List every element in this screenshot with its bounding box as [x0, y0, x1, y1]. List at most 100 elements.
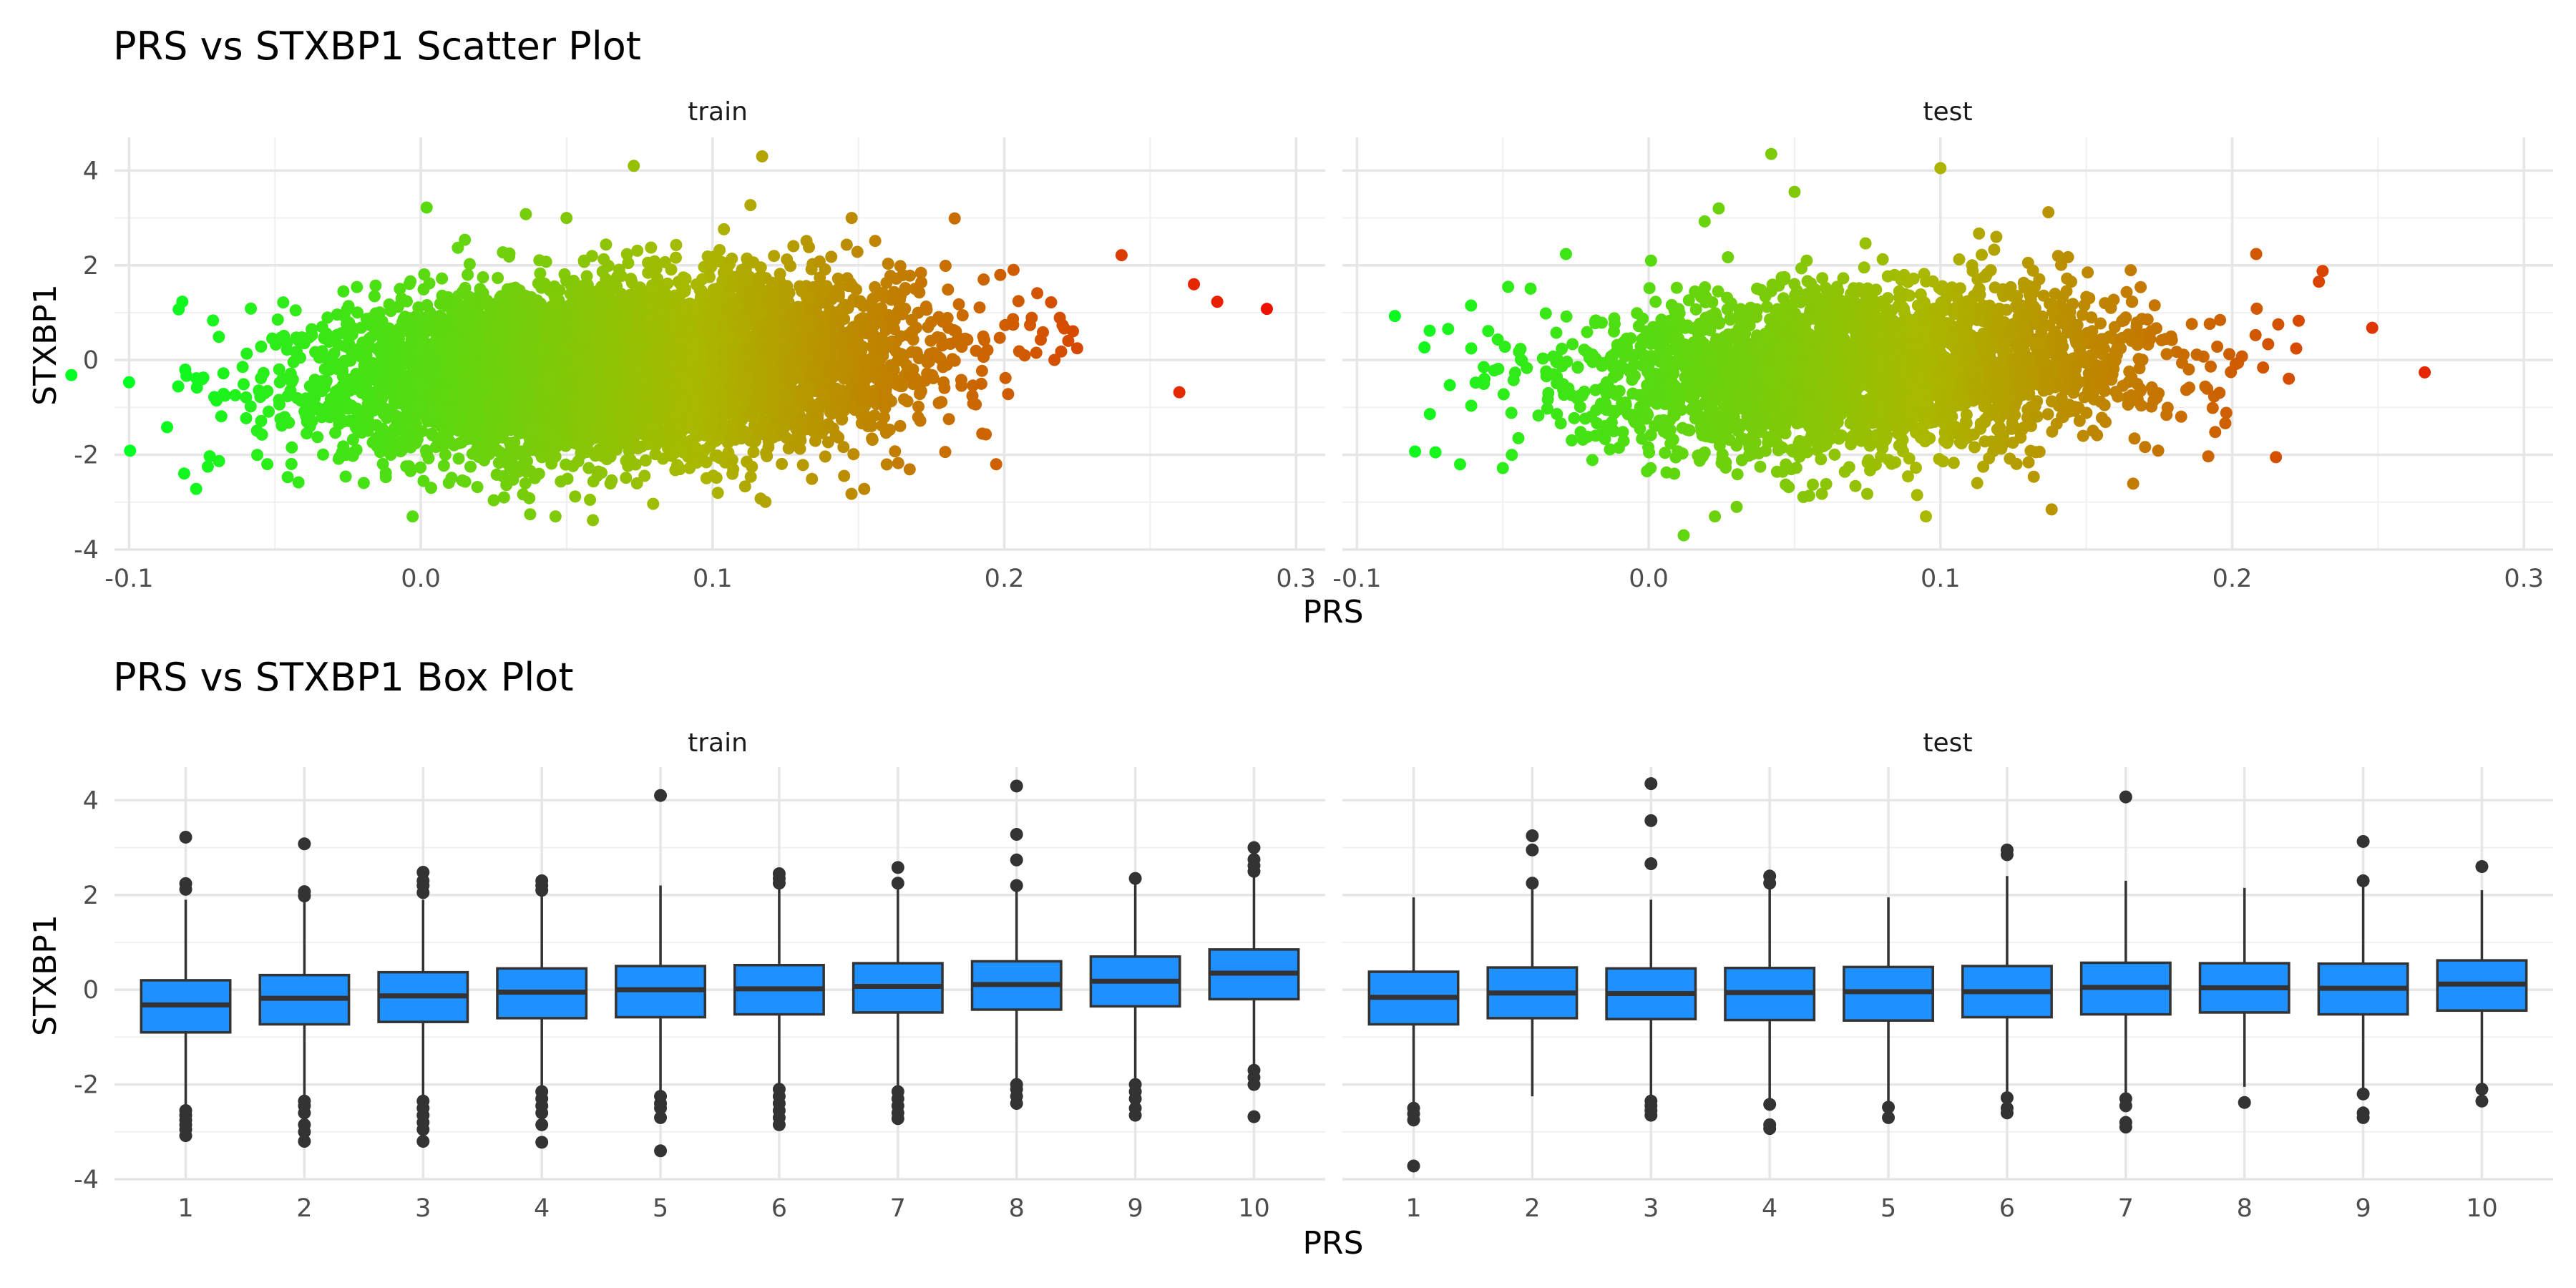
- scatter-point: [738, 480, 751, 493]
- scatter-point: [281, 471, 294, 484]
- scatter-point: [869, 235, 882, 248]
- scatter-point: [648, 255, 661, 268]
- scatter-strip-train: train: [688, 97, 748, 127]
- scatter-point: [670, 251, 682, 264]
- scatter-point: [747, 446, 760, 459]
- scatter-point: [620, 472, 633, 484]
- scatter-point: [409, 436, 422, 449]
- scatter-point: [796, 459, 809, 472]
- scatter-point: [1115, 249, 1128, 262]
- scatter-point: [261, 458, 274, 471]
- scatter-point: [445, 472, 458, 484]
- scatter-point: [65, 369, 78, 381]
- scatter-point: [213, 331, 225, 343]
- scatter-point: [534, 267, 547, 280]
- scatter-point: [903, 463, 916, 476]
- scatter-point: [532, 467, 545, 480]
- scatter-point: [437, 459, 450, 472]
- scatter-point: [406, 510, 419, 523]
- scatter-chart-title: PRS vs STXBP1 Scatter Plot: [113, 24, 641, 69]
- scatter-point: [1030, 346, 1043, 359]
- scatter-point: [671, 459, 684, 472]
- scatter-point: [851, 245, 864, 258]
- scatter-point: [914, 266, 927, 279]
- scatter-point: [197, 371, 210, 384]
- scatter-point: [305, 391, 318, 404]
- scatter-point: [718, 223, 731, 235]
- scatter-point: [292, 333, 305, 346]
- scatter-point: [379, 467, 392, 479]
- scatter-point: [819, 450, 831, 463]
- scatter-point: [203, 450, 216, 463]
- scatter-point: [882, 258, 894, 270]
- scatter-point: [705, 260, 718, 273]
- scatter-point: [339, 470, 352, 483]
- scatter-point: [540, 255, 552, 268]
- scatter-point: [970, 398, 982, 411]
- scatter-point: [492, 272, 504, 284]
- scatter-point: [776, 457, 789, 470]
- scatter-point: [180, 369, 193, 382]
- scatter-point: [463, 258, 476, 270]
- scatter-point: [346, 433, 359, 446]
- scatter-point: [803, 240, 815, 253]
- scatter-point: [369, 279, 382, 292]
- scatter-point: [240, 391, 253, 404]
- scatter-point: [1012, 295, 1025, 308]
- scatter-point: [939, 446, 952, 459]
- scatter-point: [273, 363, 286, 376]
- scatter-point: [934, 352, 947, 365]
- scatter-point: [292, 476, 305, 489]
- scatter-point: [1002, 388, 1015, 401]
- scatter-point: [275, 419, 288, 432]
- scatter-point: [285, 458, 298, 470]
- scatter-point: [560, 274, 572, 287]
- scatter-point: [866, 432, 879, 445]
- scatter-point: [344, 354, 357, 367]
- scatter-point: [255, 428, 268, 441]
- scatter-point: [255, 340, 268, 353]
- scatter-point: [217, 367, 230, 380]
- scatter-point: [926, 369, 939, 381]
- scatter-point: [569, 490, 582, 503]
- scatter-point: [286, 441, 298, 454]
- scatter-point: [322, 399, 335, 412]
- scatter-point: [368, 290, 381, 303]
- scatter-point: [774, 268, 786, 280]
- scatter-point: [821, 296, 834, 308]
- scatter-point: [1013, 345, 1025, 358]
- scatter-point: [251, 449, 263, 462]
- scatter-point: [244, 400, 257, 413]
- scatter-point: [913, 286, 926, 299]
- scatter-point: [651, 273, 664, 285]
- scatter-point: [472, 451, 485, 463]
- scatter-point: [631, 244, 644, 257]
- scatter-point: [257, 366, 270, 379]
- scatter-point: [273, 398, 286, 411]
- scatter-point: [741, 252, 753, 265]
- scatter-point: [207, 314, 220, 327]
- scatter-point: [600, 238, 613, 251]
- scatter-point: [464, 460, 477, 473]
- scatter-train-point-cloud: [65, 212, 1128, 523]
- scatter-point: [190, 381, 203, 394]
- scatter-point: [647, 497, 660, 510]
- scatter-point: [999, 371, 1012, 384]
- scatter-point: [744, 470, 757, 483]
- scatter-point: [341, 303, 353, 316]
- scatter-point: [351, 280, 364, 293]
- scatter-point: [711, 487, 724, 499]
- scatter-point: [215, 410, 228, 423]
- scatter-point: [477, 271, 489, 283]
- scatter-point: [754, 261, 767, 274]
- scatter-point: [271, 313, 284, 326]
- scatter-point: [177, 467, 190, 480]
- scatter-point: [311, 431, 324, 444]
- scatter-point: [768, 250, 781, 263]
- scatter-point: [825, 250, 838, 263]
- scatter-point: [898, 393, 910, 406]
- scatter-point: [814, 271, 826, 284]
- scatter-point: [240, 412, 253, 424]
